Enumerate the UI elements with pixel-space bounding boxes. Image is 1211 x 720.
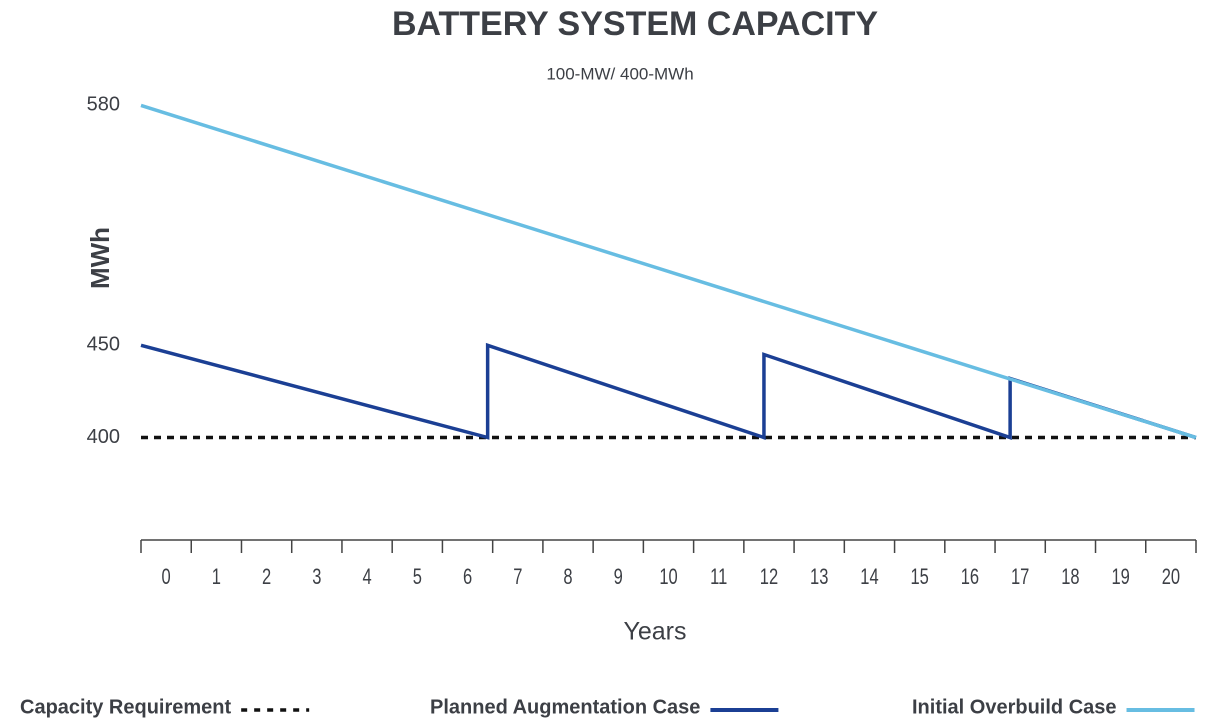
x-tick-label: 2 xyxy=(262,565,271,590)
y-tick-label: 580 xyxy=(87,94,120,116)
x-tick-label: 16 xyxy=(961,565,979,590)
chart-subtitle: 100-MW/ 400-MWh xyxy=(546,64,693,83)
legend-label: Initial Overbuild Case xyxy=(912,696,1117,718)
x-tick-label: 3 xyxy=(312,565,321,590)
x-tick-label: 8 xyxy=(563,565,572,590)
x-tick-label: 11 xyxy=(710,565,727,590)
x-tick-label: 18 xyxy=(1061,565,1079,590)
x-tick-label: 15 xyxy=(911,565,929,590)
x-tick-label: 17 xyxy=(1011,565,1029,590)
x-tick-label: 10 xyxy=(659,565,678,590)
legend-label: Capacity Requirement xyxy=(20,696,232,718)
x-tick-label: 19 xyxy=(1111,565,1129,590)
y-axis-label: MWh xyxy=(85,227,115,289)
series-line xyxy=(140,342,1197,440)
x-tick-label: 13 xyxy=(810,565,828,590)
chart-title: BATTERY SYSTEM CAPACITY xyxy=(392,5,878,43)
legend-label: Planned Augmentation Case xyxy=(430,696,700,718)
x-axis-label: Years xyxy=(623,618,686,646)
series-line xyxy=(140,103,1197,440)
x-tick-label: 6 xyxy=(463,565,472,590)
x-tick-label: 14 xyxy=(860,565,879,590)
x-tick-label: 1 xyxy=(212,565,221,590)
x-tick-label: 5 xyxy=(413,565,422,590)
x-tick-label: 9 xyxy=(614,565,623,590)
x-tick-label: 4 xyxy=(362,565,371,590)
x-tick-label: 7 xyxy=(513,565,522,590)
x-tick-label: 0 xyxy=(162,565,171,590)
x-tick-label: 20 xyxy=(1162,565,1181,590)
y-tick-label: 400 xyxy=(87,426,120,448)
x-tick-label: 12 xyxy=(760,565,778,590)
y-tick-label: 450 xyxy=(87,334,120,356)
